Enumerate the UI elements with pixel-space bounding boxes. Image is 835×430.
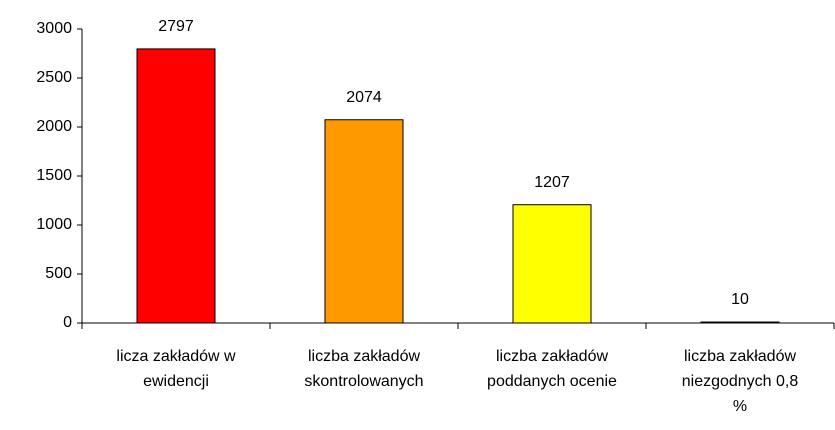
bar xyxy=(324,119,404,324)
x-tick-label: niezgodnych 0,8 xyxy=(682,373,799,390)
y-tick-label: 2500 xyxy=(36,69,72,86)
bar xyxy=(136,48,216,324)
value-label: 10 xyxy=(731,291,749,308)
x-tick-label: ewidencji xyxy=(143,373,209,390)
value-label: 2074 xyxy=(346,89,382,106)
x-tick-label: poddanych ocenie xyxy=(487,373,617,390)
bar xyxy=(512,204,592,324)
y-tick-label: 2000 xyxy=(36,118,72,135)
x-tick-label: liczba zakładów xyxy=(308,348,421,365)
x-tick-label: liczba zakładów xyxy=(496,348,609,365)
y-tick-label: 500 xyxy=(45,265,72,282)
y-tick-label: 1000 xyxy=(36,216,72,233)
x-tick-label: liczba zakładów xyxy=(684,348,797,365)
x-tick-label: licza zakładów w xyxy=(116,348,236,365)
value-label: 1207 xyxy=(534,174,570,191)
x-tick-label: % xyxy=(733,398,747,415)
bar xyxy=(700,321,780,324)
y-tick-label: 3000 xyxy=(36,20,72,37)
y-tick-label: 0 xyxy=(63,314,72,331)
x-tick-label: skontrolowanych xyxy=(304,373,423,390)
value-label: 2797 xyxy=(158,18,194,35)
y-tick-label: 1500 xyxy=(36,167,72,184)
